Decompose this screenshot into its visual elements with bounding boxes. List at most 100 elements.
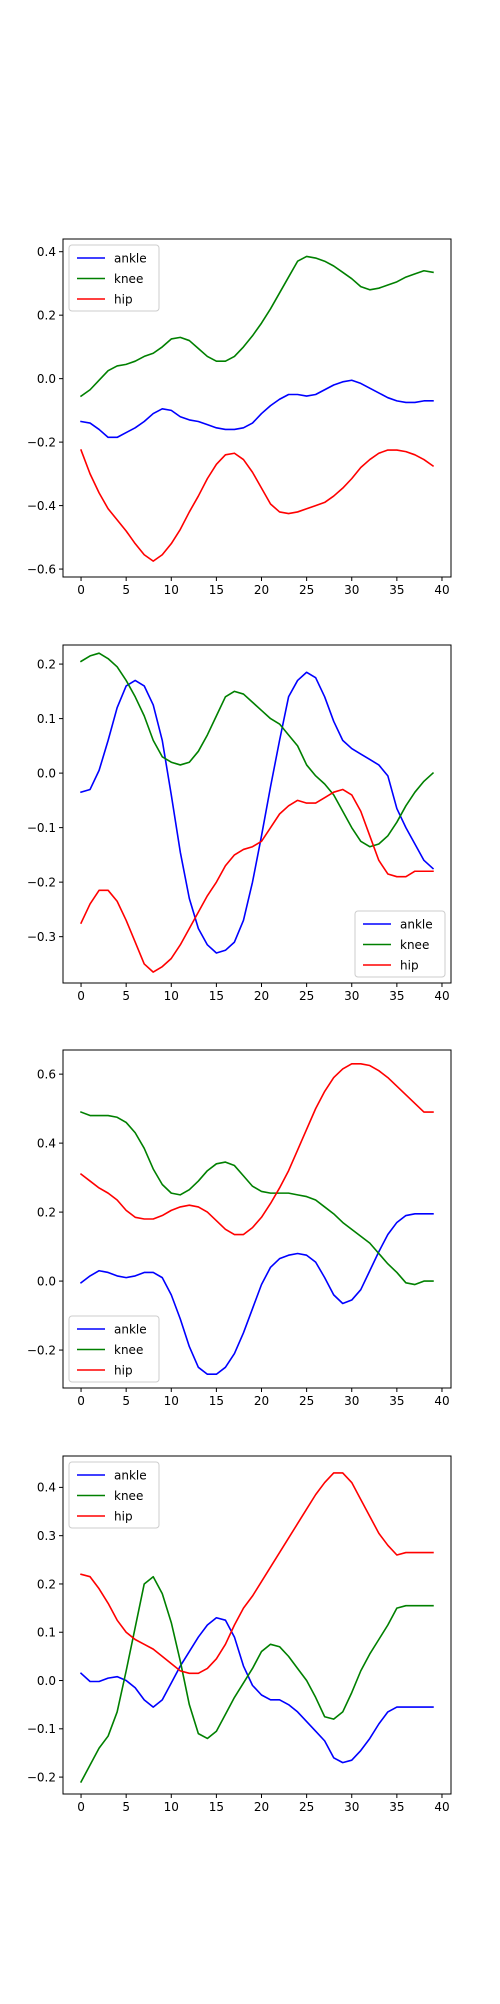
legend-label-ankle: ankle xyxy=(400,917,433,931)
x-tick-label: 20 xyxy=(254,989,269,1003)
x-tick-label: 10 xyxy=(164,989,179,1003)
plot-frame xyxy=(62,1455,452,1795)
y-tick-label: −0.1 xyxy=(27,821,56,835)
x-tick-label: 30 xyxy=(344,989,359,1003)
x-tick-label: 15 xyxy=(209,1394,224,1408)
x-tick-label: 10 xyxy=(164,583,179,597)
x-tick-label: 30 xyxy=(344,583,359,597)
y-tick-label: −0.6 xyxy=(27,562,56,576)
legend-label-knee: knee xyxy=(114,272,143,286)
legend: ankle knee hip xyxy=(68,1461,160,1529)
y-tick-label: 0.0 xyxy=(37,1274,56,1288)
legend-box xyxy=(68,244,160,312)
legend: ankle knee hip xyxy=(68,1315,160,1383)
series-line-hip xyxy=(80,1472,434,1675)
x-tick-label: 25 xyxy=(299,989,314,1003)
legend-label-hip: hip xyxy=(114,1363,133,1377)
y-tick-label: 0.6 xyxy=(37,1067,56,1081)
y-tick-label: −0.1 xyxy=(27,1722,56,1736)
chart-panel-1: 0 5 10 15 20 25 30 35 40 −0.6 −0.4 −0.2 0.0 0.2 0.4 ank… xyxy=(27,238,452,597)
series-line-ankle xyxy=(80,379,434,439)
series-line-hip xyxy=(79,788,434,973)
series-line-hip xyxy=(79,1063,434,1236)
x-tick-label: 40 xyxy=(434,1800,449,1814)
x-tick-label: 5 xyxy=(122,1394,130,1408)
x-tick-label: 0 xyxy=(77,1394,85,1408)
legend-label-knee: knee xyxy=(400,938,429,952)
legend: ankle knee hip xyxy=(68,244,160,312)
y-tick-label: −0.3 xyxy=(27,930,56,944)
legend-label-knee: knee xyxy=(114,1343,143,1357)
x-tick-label: 40 xyxy=(434,989,449,1003)
x-tick-label: 15 xyxy=(209,989,224,1003)
series-line-ankle xyxy=(80,671,435,954)
y-tick-label: −0.4 xyxy=(27,499,56,513)
plot-frame xyxy=(62,644,452,984)
legend-box xyxy=(354,910,446,978)
series-line-knee xyxy=(79,1575,434,1784)
x-tick-label: 20 xyxy=(254,1800,269,1814)
x-tick-label: 0 xyxy=(77,1800,85,1814)
y-tick-label: −0.2 xyxy=(27,1770,56,1784)
y-tick-label: 0.0 xyxy=(37,766,56,780)
y-tick-label: 0.4 xyxy=(37,245,56,259)
series-line-knee xyxy=(79,652,435,848)
plot-frame xyxy=(62,238,452,578)
x-tick-label: 25 xyxy=(299,583,314,597)
chart-panel-3: 0 5 10 15 20 25 30 35 40 −0.2 0.0 0.2 0.4 0.6 ankle kne… xyxy=(27,1049,452,1408)
series-line-ankle xyxy=(79,1213,434,1375)
series-line-hip xyxy=(80,449,435,562)
series-line-ankle xyxy=(79,1616,434,1764)
legend-label-hip: hip xyxy=(114,1509,133,1523)
legend-label-hip: hip xyxy=(114,292,133,306)
legend-label-ankle: ankle xyxy=(114,1468,147,1482)
x-tick-label: 40 xyxy=(434,583,449,597)
x-tick-label: 35 xyxy=(389,1394,404,1408)
x-tick-label: 5 xyxy=(122,583,130,597)
chart-panel-2: 0 5 10 15 20 25 30 35 40 −0.3 −0.2 −0.1 0.0 0.1 0.2 ank… xyxy=(27,644,452,1003)
x-tick-label: 20 xyxy=(254,583,269,597)
x-tick-label: 10 xyxy=(164,1394,179,1408)
x-tick-label: 25 xyxy=(299,1394,314,1408)
legend: ankle knee hip xyxy=(354,910,446,978)
y-tick-label: 0.2 xyxy=(37,1577,56,1591)
chart-panel-4: 0 5 10 15 20 25 30 35 40 −0.2 −0.1 0.0 0.1 0.2 0.3 0.4 a… xyxy=(27,1455,452,1814)
legend-box xyxy=(68,1315,160,1383)
x-tick-label: 35 xyxy=(389,583,404,597)
y-tick-label: 0.1 xyxy=(37,712,56,726)
series-line-knee xyxy=(80,1111,434,1286)
y-tick-label: 0.4 xyxy=(37,1136,56,1150)
y-tick-label: 0.4 xyxy=(37,1481,56,1495)
y-tick-label: −0.2 xyxy=(27,435,56,449)
y-tick-label: 0.2 xyxy=(37,1205,56,1219)
x-tick-label: 20 xyxy=(254,1394,269,1408)
y-tick-label: 0.2 xyxy=(37,308,56,322)
x-tick-label: 0 xyxy=(77,989,85,1003)
plot-frame xyxy=(62,1049,452,1389)
x-tick-label: 40 xyxy=(434,1394,449,1408)
y-tick-label: −0.2 xyxy=(27,1343,56,1357)
y-tick-label: 0.3 xyxy=(37,1529,56,1543)
x-tick-label: 5 xyxy=(122,1800,130,1814)
legend-label-ankle: ankle xyxy=(114,251,147,265)
x-tick-label: 30 xyxy=(344,1394,359,1408)
y-tick-label: 0.0 xyxy=(37,372,56,386)
legend-label-hip: hip xyxy=(400,958,419,972)
y-tick-label: −0.2 xyxy=(27,875,56,889)
x-tick-label: 10 xyxy=(164,1800,179,1814)
legend-box xyxy=(68,1461,160,1529)
legend-label-knee: knee xyxy=(114,1489,143,1503)
x-tick-label: 30 xyxy=(344,1800,359,1814)
x-tick-label: 5 xyxy=(122,989,130,1003)
legend-label-ankle: ankle xyxy=(114,1322,147,1336)
series-line-knee xyxy=(79,255,434,398)
x-tick-label: 15 xyxy=(209,1800,224,1814)
y-tick-label: 0.2 xyxy=(37,657,56,671)
x-tick-label: 0 xyxy=(77,583,85,597)
x-tick-label: 35 xyxy=(389,989,404,1003)
y-tick-label: 0.0 xyxy=(37,1674,56,1688)
x-tick-label: 35 xyxy=(389,1800,404,1814)
x-tick-label: 25 xyxy=(299,1800,314,1814)
